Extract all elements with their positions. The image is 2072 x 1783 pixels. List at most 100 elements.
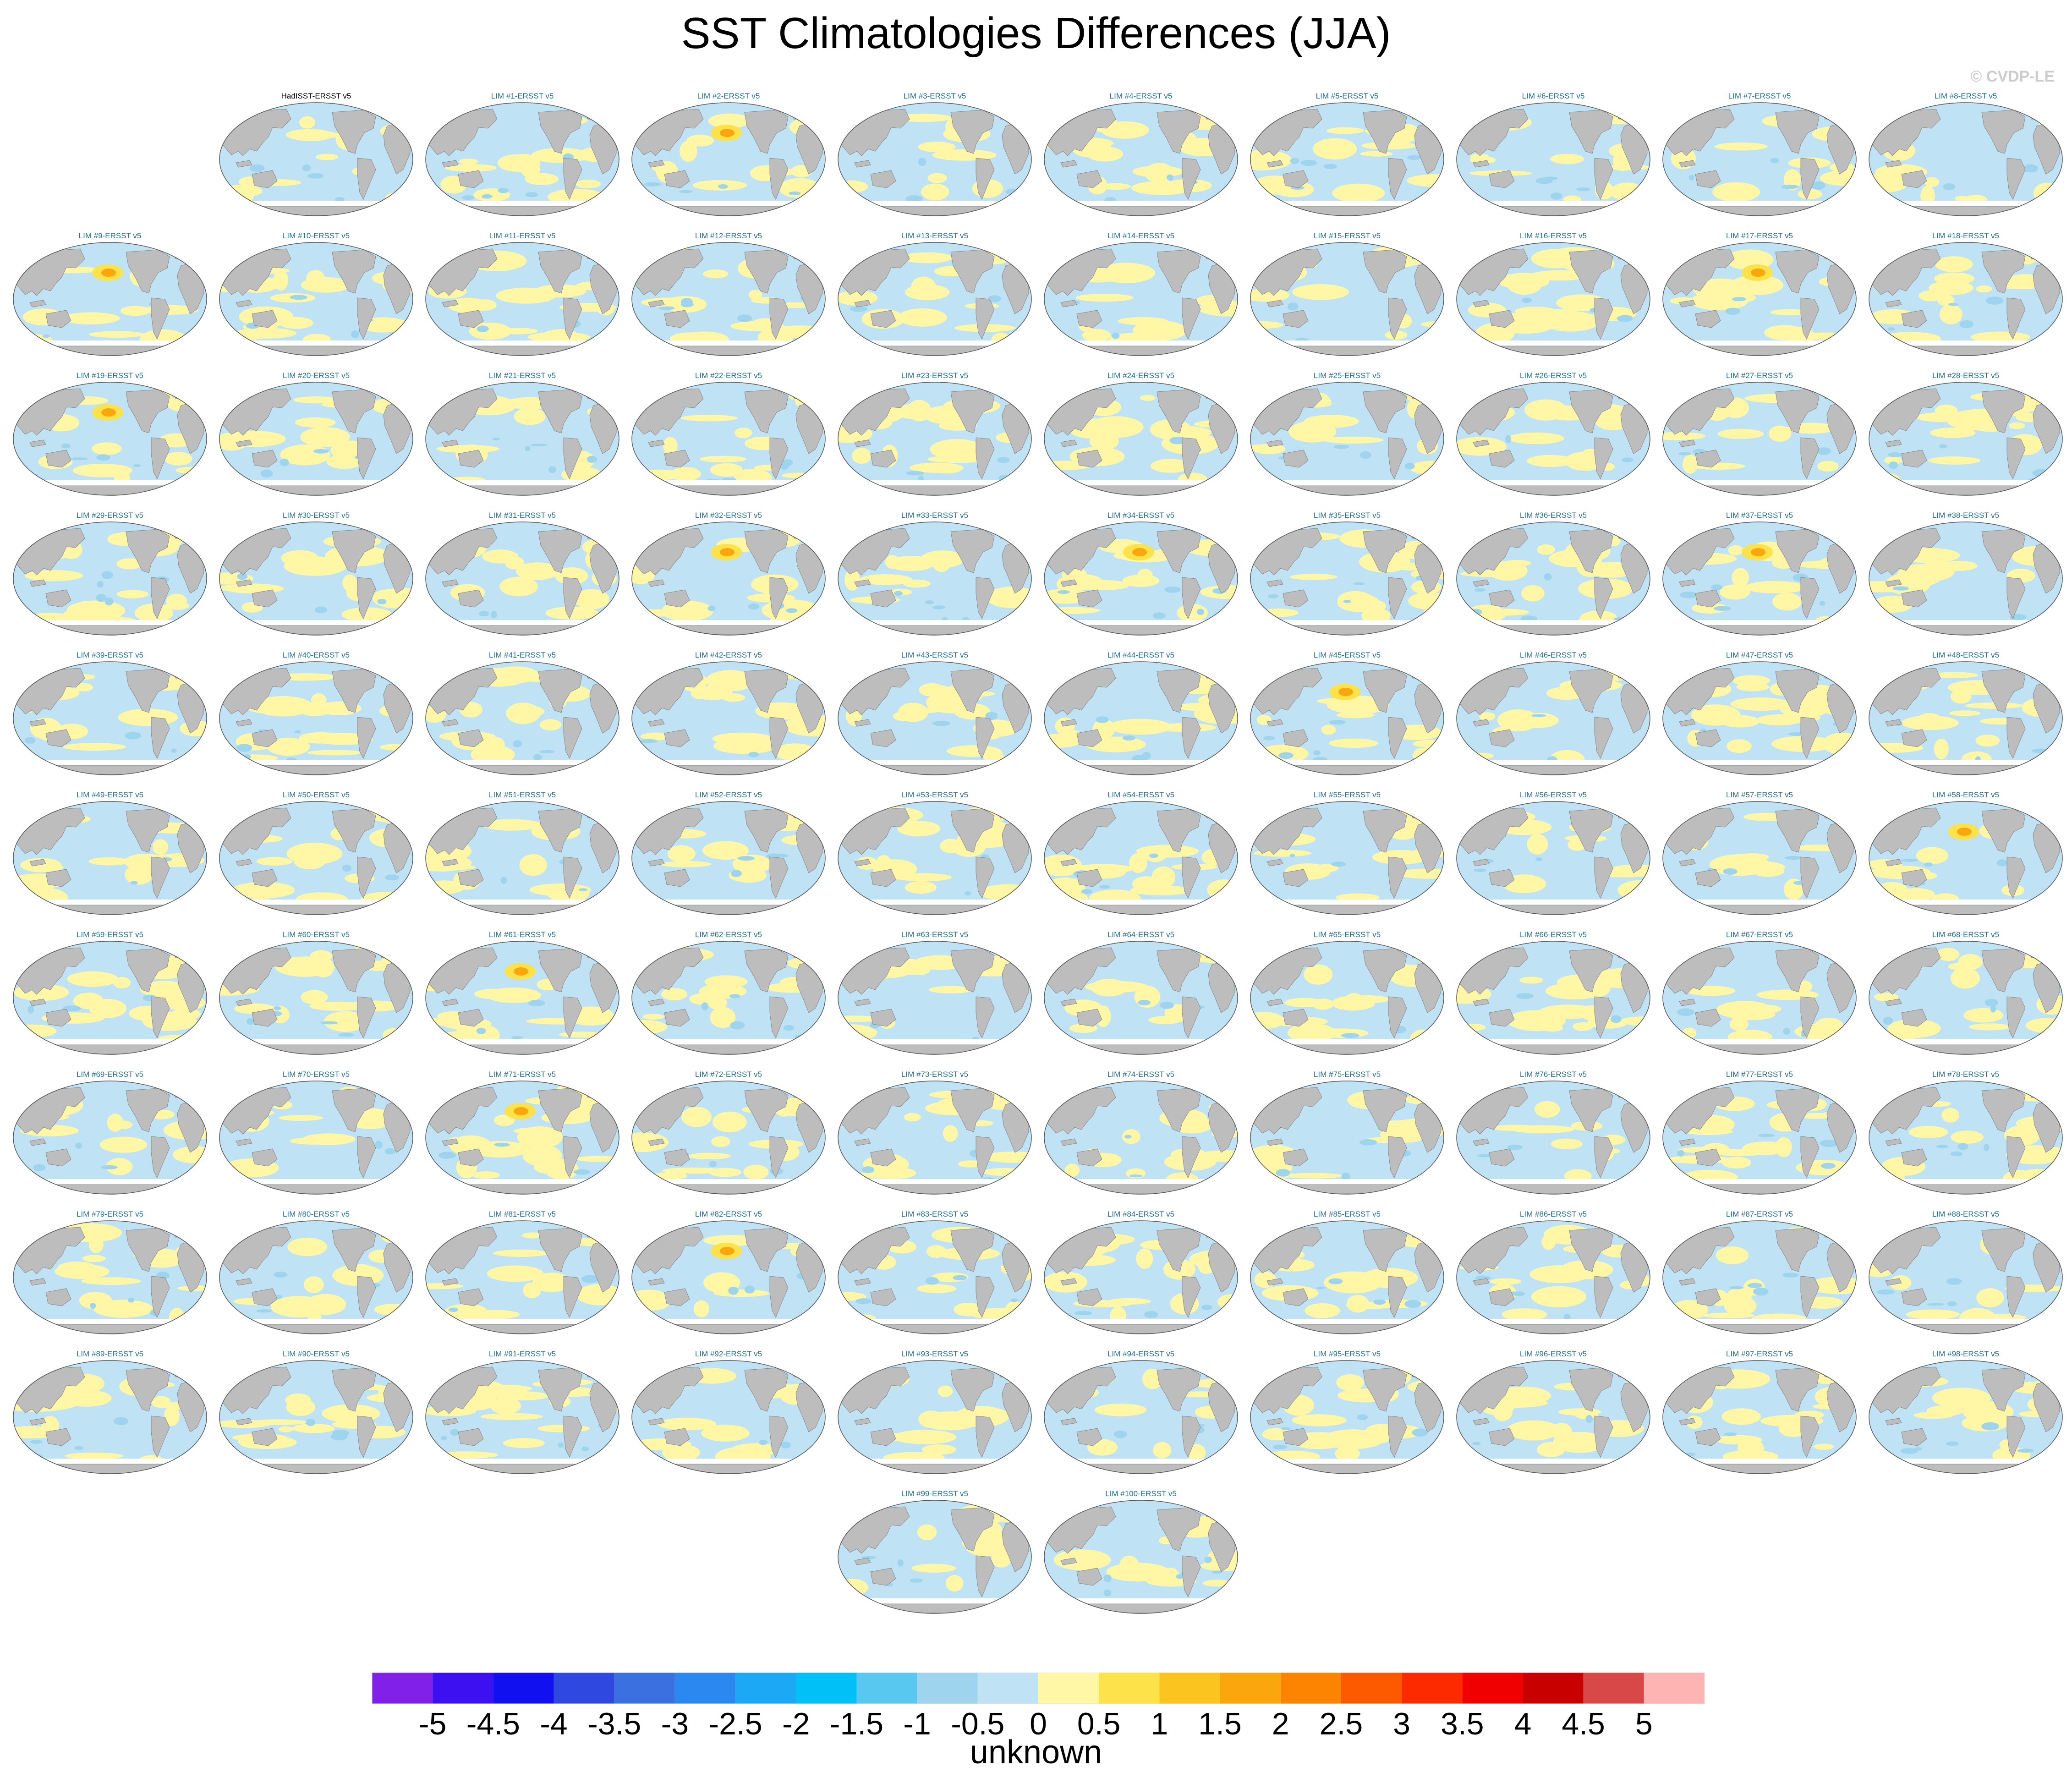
land-mass: [647, 346, 810, 356]
map-panel-title: LIM #45-ERSST v5: [1313, 651, 1381, 659]
sea-ice-mask: [1663, 1179, 1856, 1185]
land-mass: [1695, 729, 1721, 747]
land-mass: [332, 1228, 376, 1272]
colorbar-box: [796, 1673, 857, 1704]
positive-anomaly-region: [1133, 320, 1187, 341]
negative-anomaly-region: [578, 888, 588, 891]
negative-anomaly-region: [782, 459, 793, 466]
positive-anomaly-region: [1360, 151, 1393, 157]
land-mass: [442, 300, 459, 307]
map-panel: LIM #85-ERSST v5: [1244, 1210, 1450, 1350]
map-frame: [13, 801, 207, 915]
map-panel-title: LIM #48-ERSST v5: [1932, 651, 2000, 659]
sea-ice-mask: [219, 1319, 413, 1325]
negative-anomaly-region: [42, 334, 50, 338]
positive-anomaly-region: [1457, 333, 1499, 348]
land-mass: [458, 310, 484, 328]
positive-anomaly-region: [1426, 894, 1443, 904]
land-mass: [29, 1184, 191, 1194]
sea-ice-mask: [632, 760, 825, 766]
negative-anomaly-region: [494, 1142, 510, 1147]
positive-anomaly-region: [711, 1136, 730, 1147]
land-mass: [1363, 110, 1407, 154]
positive-anomaly-region: [1958, 954, 1983, 970]
positive-anomaly-region: [300, 427, 350, 447]
sea-ice-mask: [838, 340, 1031, 347]
land-mass: [1363, 1367, 1407, 1412]
sea-ice-mask: [426, 340, 619, 347]
land-mass: [29, 859, 46, 867]
global-sst-map: [13, 521, 207, 636]
negative-anomaly-region: [1542, 176, 1558, 181]
positive-anomaly-region: [1507, 1010, 1566, 1031]
positive-anomaly-region: [681, 1107, 712, 1127]
positive-anomaly-region: [677, 1420, 713, 1426]
global-sst-map: [631, 801, 826, 915]
sea-ice-mask: [13, 1039, 207, 1046]
map-frame: [425, 941, 619, 1055]
positive-anomaly-region: [1717, 428, 1764, 439]
global-sst-map: [219, 521, 413, 636]
map-panel-title: LIM #12-ERSST v5: [695, 231, 762, 240]
sea-ice-mask: [1457, 760, 1650, 766]
global-sst-map: [838, 242, 1032, 356]
negative-anomaly-region: [1770, 158, 1779, 163]
map-panel-title: LIM #54-ERSST v5: [1107, 790, 1175, 799]
land-mass: [1060, 1044, 1222, 1054]
land-mass: [1363, 1088, 1407, 1132]
positive-anomaly-region: [1941, 1108, 1959, 1123]
land-mass: [769, 577, 789, 619]
sea-ice-mask: [1250, 1039, 1444, 1046]
map-panel: LIM #92-ERSST v5: [625, 1350, 832, 1489]
map-panel-title: LIM #34-ERSST v5: [1107, 511, 1175, 520]
map-frame: [631, 1081, 826, 1195]
land-mass: [235, 206, 397, 216]
positive-anomaly-region: [1929, 672, 1978, 678]
positive-anomaly-region: [1908, 1126, 1948, 1139]
positive-anomaly-region: [1897, 564, 1944, 586]
positive-anomaly-region: [151, 1396, 171, 1408]
land-mass: [1594, 1276, 1613, 1318]
positive-anomaly-region: [1312, 138, 1357, 160]
positive-anomaly-region: [1490, 1278, 1522, 1285]
map-panel-title: LIM #61-ERSST v5: [488, 930, 556, 939]
land-mass: [458, 1148, 484, 1167]
global-sst-map: [838, 1500, 1032, 1614]
land-mass: [664, 1428, 690, 1446]
positive-anomaly-region: [427, 864, 476, 870]
map-panel-title: LIM #55-ERSST v5: [1313, 790, 1381, 799]
negative-anomaly-region: [1936, 1145, 1949, 1148]
positive-anomaly-region: [1336, 893, 1380, 901]
negative-anomaly-region: [964, 891, 971, 896]
positive-anomaly-region: [1721, 1408, 1761, 1425]
land-mass: [1472, 346, 1634, 356]
map-frame: [631, 661, 826, 775]
map-panel: LIM #1-ERSST v5: [419, 92, 625, 231]
land-mass: [2006, 437, 2026, 479]
positive-anomaly-region: [99, 1136, 147, 1153]
map-frame: [838, 661, 1032, 775]
land-mass: [1885, 905, 2047, 915]
sea-ice-mask: [1869, 760, 2062, 766]
colorbar-box: [1583, 1673, 1644, 1704]
positive-anomaly-region: [1118, 317, 1168, 325]
land-mass: [357, 996, 376, 1038]
colorbar-tick-label: -5: [418, 1706, 447, 1741]
global-sst-map: [13, 242, 207, 356]
negative-anomaly-region: [932, 605, 946, 609]
map-frame: [13, 521, 207, 636]
map-frame: [1044, 801, 1238, 915]
sea-ice-mask: [632, 480, 825, 487]
sea-ice-mask: [1250, 340, 1444, 347]
map-panel-title: LIM #73-ERSST v5: [901, 1070, 969, 1079]
land-mass: [854, 1464, 1016, 1474]
negative-anomaly-region: [1343, 600, 1351, 603]
land-mass: [29, 300, 46, 307]
land-mass: [1388, 297, 1407, 340]
land-mass: [664, 1009, 690, 1027]
map-panel-title: LIM #85-ERSST v5: [1313, 1210, 1381, 1218]
land-mass: [950, 249, 995, 294]
land-mass: [236, 998, 252, 1006]
land-mass: [1060, 1464, 1222, 1474]
negative-anomaly-region: [1196, 609, 1205, 615]
